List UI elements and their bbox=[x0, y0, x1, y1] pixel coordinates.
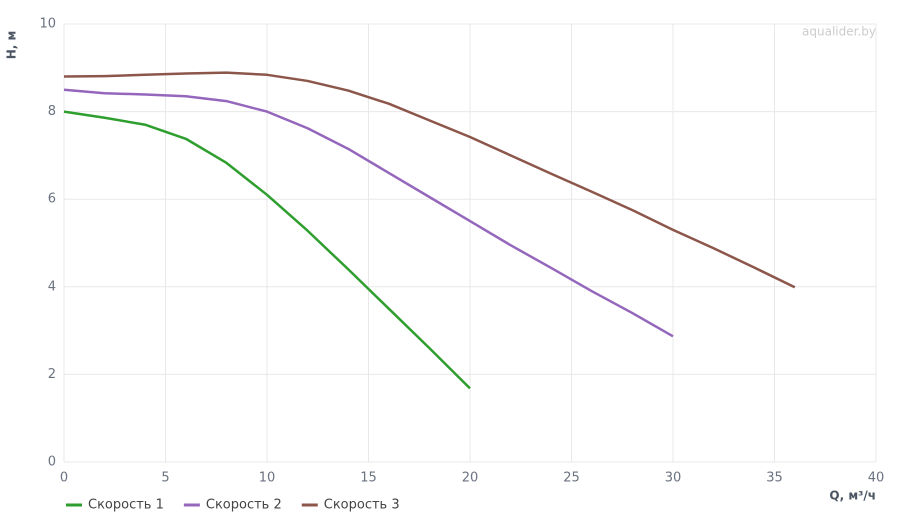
y-tick-label: 6 bbox=[48, 192, 56, 207]
series-line bbox=[63, 88, 674, 338]
series-line bbox=[63, 71, 796, 289]
x-tick-label: 10 bbox=[259, 471, 276, 486]
y-tick-label: 0 bbox=[48, 455, 56, 470]
x-tick-label: 15 bbox=[360, 471, 377, 486]
legend-label: Скорость 3 bbox=[324, 498, 400, 513]
watermark: aqualider.by bbox=[802, 25, 876, 39]
x-tick-label: 20 bbox=[462, 471, 479, 486]
x-tick-label: 40 bbox=[868, 471, 885, 486]
legend-label: Скорость 1 bbox=[88, 498, 164, 513]
x-tick-label: 0 bbox=[60, 471, 68, 486]
x-tick-label: 25 bbox=[563, 471, 580, 486]
x-axis-title: Q, м³/ч bbox=[829, 489, 876, 503]
legend: Скорость 1 Скорость 2 Скорость 3 bbox=[66, 498, 400, 513]
series-line bbox=[63, 110, 471, 390]
y-axis-title: H, м bbox=[5, 31, 19, 60]
x-tick-label: 30 bbox=[665, 471, 682, 486]
y-tick-label: 2 bbox=[48, 367, 56, 382]
x-tick-label: 5 bbox=[161, 471, 169, 486]
y-tick-label: 8 bbox=[48, 104, 56, 119]
y-tick-label: 4 bbox=[48, 279, 56, 294]
x-tick-label: 35 bbox=[766, 471, 783, 486]
legend-label: Скорость 2 bbox=[206, 498, 282, 513]
y-tick-label: 10 bbox=[39, 17, 56, 32]
